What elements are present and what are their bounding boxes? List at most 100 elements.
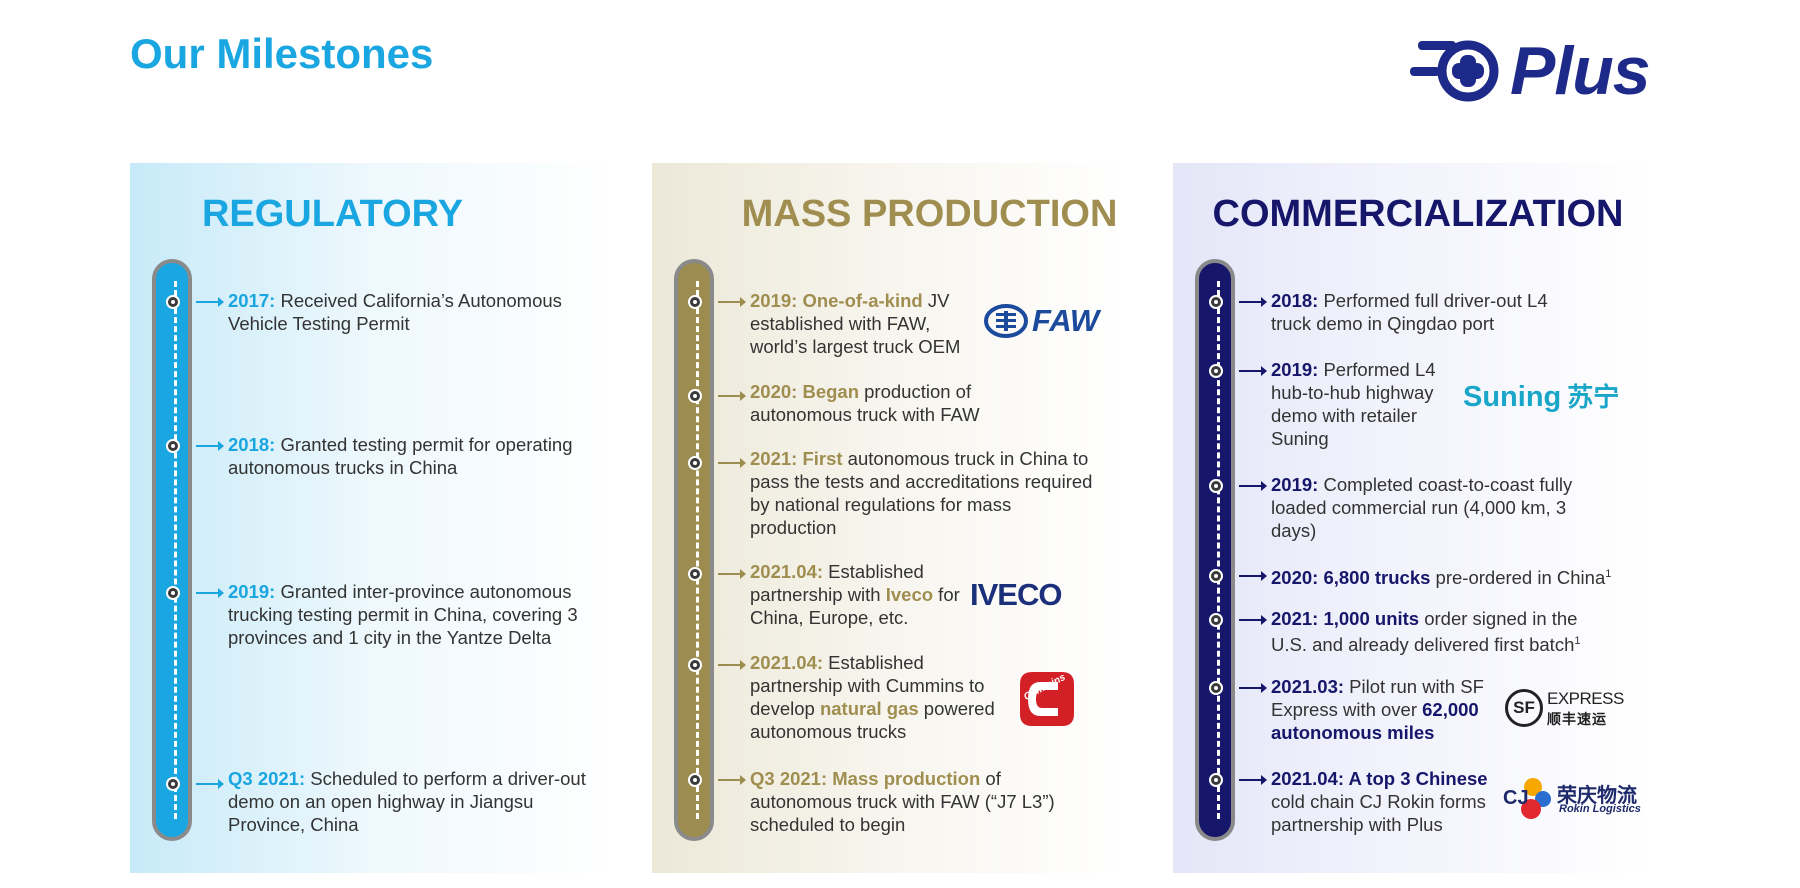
timeline-node xyxy=(1209,681,1223,695)
footnote-marker: 1 xyxy=(1574,635,1581,647)
milestone-date: 2017: xyxy=(228,290,276,311)
milestone-item: 2021: First autonomous truck in China to… xyxy=(750,447,1095,539)
suning-logo-text: Suning xyxy=(1463,381,1562,413)
milestone-highlight: 2021.03: xyxy=(1271,676,1345,697)
sf-logo-text: EXPRESS xyxy=(1547,689,1624,708)
milestone-item: Q3 2021: Scheduled to perform a driver-o… xyxy=(228,767,588,836)
milestone-item: 2021.04: Established partnership with Iv… xyxy=(750,560,960,629)
timeline-dash xyxy=(696,281,699,819)
milestone-highlight: 2021.04: xyxy=(750,652,824,673)
regulatory-timeline xyxy=(152,259,224,841)
iveco-logo: IVECO xyxy=(970,577,1062,613)
milestone-text: cold chain CJ Rokin forms partnership wi… xyxy=(1271,791,1486,835)
timeline-node xyxy=(688,567,702,581)
suning-logo: Suning 苏宁 xyxy=(1463,377,1619,414)
milestone-text: Performed full driver-out L4 truck demo … xyxy=(1271,290,1548,334)
iveco-logo-text: IVECO xyxy=(970,577,1062,612)
milestone-item: 2019: Completed coast-to-coast fully loa… xyxy=(1271,473,1581,542)
cummins-logo: Cummins xyxy=(1018,670,1076,728)
cummins-emblem-icon xyxy=(1020,672,1074,726)
regulatory-title: REGULATORY xyxy=(201,193,464,235)
cj-logo-chinese: 荣庆物流 xyxy=(1557,785,1637,807)
timeline-dash xyxy=(174,281,177,819)
timeline-node xyxy=(166,777,180,791)
commercialization-title: COMMERCIALIZATION xyxy=(1212,193,1624,235)
milestone-text: Received California’s Autonomous Vehicle… xyxy=(228,290,562,334)
milestone-date: 2018: xyxy=(228,434,276,455)
milestone-highlight: 2018: xyxy=(1271,290,1319,311)
timeline-node xyxy=(688,456,702,470)
milestone-item: 2021.04: A top 3 Chinese cold chain CJ R… xyxy=(1271,767,1501,836)
milestone-highlight: 2021.04: A top 3 Chinese xyxy=(1271,768,1488,789)
milestone-item: 2020: Began production of autonomous tru… xyxy=(750,380,1030,426)
cj-logo-text: Rokin Logistics xyxy=(1559,803,1641,815)
milestone-highlight: 2019: One-of-a-kind xyxy=(750,290,923,311)
timeline-node xyxy=(1209,613,1223,627)
milestone-text: Scheduled to perform a driver-out demo o… xyxy=(228,768,586,835)
faw-logo: FAW xyxy=(984,303,1104,339)
regulatory-panel: REGULATORY 2017: Received California’s A… xyxy=(130,163,615,873)
milestone-highlight: 2020: 6,800 trucks xyxy=(1271,567,1431,589)
milestone-text: autonomous truck in China to pass the te… xyxy=(750,448,1093,538)
suning-logo-chinese: 苏宁 xyxy=(1567,382,1620,412)
milestone-text: production of autonomous truck with FAW xyxy=(750,381,980,425)
timeline-arrow xyxy=(196,441,224,451)
timeline-arrow xyxy=(196,779,224,789)
sf-mark-text: SF xyxy=(1513,698,1535,717)
plus-logo: Plus xyxy=(1410,33,1660,113)
timeline-arrow xyxy=(718,458,746,468)
timeline-node xyxy=(166,586,180,600)
milestone-text: JV established with FAW, world’s largest… xyxy=(750,290,961,357)
timeline-node xyxy=(688,389,702,403)
milestone-text: powered autonomous trucks xyxy=(750,698,995,742)
mass-production-title: MASS PRODUCTION xyxy=(741,193,1118,235)
timeline-dash xyxy=(1217,281,1220,819)
cj-emblem-icon xyxy=(1521,778,1551,819)
milestone-text: Performed L4 hub-to-hub highway demo wit… xyxy=(1271,359,1436,449)
milestone-highlight: 2019: xyxy=(1271,359,1319,380)
milestone-highlight: 2021: 1,000 units xyxy=(1271,608,1420,629)
faw-emblem-icon xyxy=(984,304,1028,338)
milestone-item: 2021.03: Pilot run with SF Express with … xyxy=(1271,675,1501,744)
sf-emblem-icon: SF xyxy=(1505,689,1543,727)
milestone-text: Established partnership with xyxy=(750,561,924,605)
milestone-date: Q3 2021: xyxy=(228,768,306,789)
commercialization-timeline xyxy=(1195,259,1267,841)
faw-logo-text: FAW xyxy=(1032,303,1100,338)
page-title: Our Milestones xyxy=(130,30,434,77)
timeline-arrow xyxy=(1239,366,1267,376)
timeline-arrow xyxy=(1239,481,1267,491)
sf-express-logo: SF EXPRESS 顺丰速运 xyxy=(1505,687,1625,731)
timeline-node xyxy=(688,773,702,787)
footnote-marker: 1 xyxy=(1605,568,1612,580)
milestone-text: for China, Europe, etc. xyxy=(750,584,960,628)
milestone-item: 2019: Performed L4 hub-to-hub highway de… xyxy=(1271,358,1461,450)
mass-production-timeline xyxy=(674,259,746,841)
timeline-node xyxy=(1209,569,1223,583)
milestone-text: Granted inter-province autonomous trucki… xyxy=(228,581,578,648)
timeline-arrow xyxy=(1239,683,1267,693)
timeline-node xyxy=(166,439,180,453)
timeline-node xyxy=(1209,773,1223,787)
milestone-item: 2020: 6,800 trucks pre-ordered in China1 xyxy=(1271,563,1646,589)
sf-logo-chinese: 顺丰速运 xyxy=(1547,711,1607,727)
timeline-arrow xyxy=(718,297,746,307)
timeline-arrow xyxy=(1239,297,1267,307)
milestone-highlight: 2021.04: xyxy=(750,561,824,582)
milestone-text: Established partnership with Cummins to … xyxy=(750,652,985,719)
timeline-node xyxy=(688,658,702,672)
timeline-arrow xyxy=(196,588,224,598)
timeline-node xyxy=(688,295,702,309)
timeline-node xyxy=(1209,364,1223,378)
timeline-arrow xyxy=(718,660,746,670)
milestone-item: 2019: One-of-a-kind JV established with … xyxy=(750,289,972,358)
timeline-arrow xyxy=(1239,775,1267,785)
milestone-text: of autonomous truck with FAW (“J7 L3”) s… xyxy=(750,768,1055,835)
milestone-highlight: Q3 2021: Mass production xyxy=(750,768,981,789)
milestone-text: Granted testing permit for operating aut… xyxy=(228,434,573,478)
plus-logo-text: Plus xyxy=(1510,33,1651,109)
commercialization-panel: COMMERCIALIZATION 2018: Performed full d… xyxy=(1173,163,1653,873)
milestone-highlight: 62,000 autonomous miles xyxy=(1271,699,1479,743)
plus-logo-icon xyxy=(1410,40,1499,102)
timeline-arrow xyxy=(718,775,746,785)
